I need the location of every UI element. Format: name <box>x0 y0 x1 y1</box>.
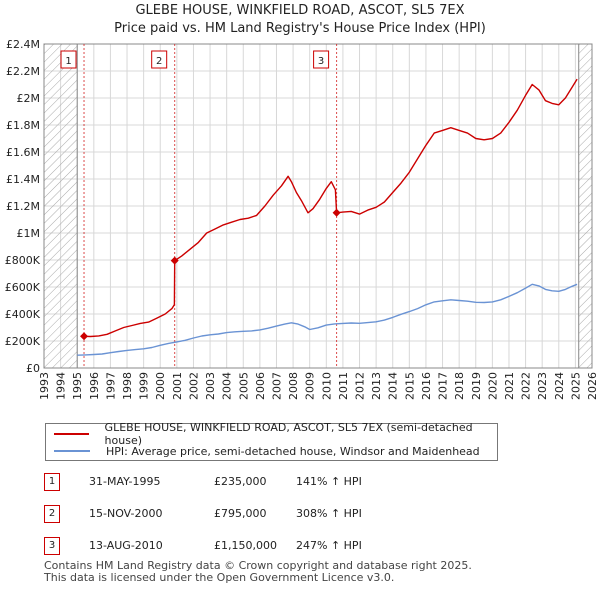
price-chart: £0 £200K £400K £600K £800K £1M £1.2M £1.4M £1.6M… <box>5 38 599 400</box>
table-row: 3 13-AUG-2010 £1,150,000 247% ↑ HPI <box>44 537 464 555</box>
sale-number-label: 3 <box>318 56 324 67</box>
sale-date: 15-NOV-2000 <box>89 507 163 520</box>
table-row: 2 15-NOV-2000 £795,000 308% ↑ HPI <box>44 505 464 523</box>
hatched-region <box>578 44 592 368</box>
table-row: 1 31-MAY-1995 £235,000 141% ↑ HPI <box>44 473 464 491</box>
sale-number-badge: 3 <box>44 537 60 555</box>
x-tick-label: 2013 <box>370 372 383 400</box>
title-line-2: Price paid vs. HM Land Registry's House … <box>114 21 486 36</box>
x-tick-label: 2024 <box>553 372 566 400</box>
sale-point <box>170 256 179 265</box>
x-tick-label: 2014 <box>387 372 400 400</box>
y-tick-label: £2.2M <box>6 65 40 78</box>
sale-number-label: 2 <box>156 56 162 67</box>
x-tick-label: 2025 <box>569 372 582 400</box>
x-tick-label: 2006 <box>254 372 267 400</box>
x-tick-label: 1993 <box>38 372 51 400</box>
y-tick-label: £2.4M <box>6 38 40 51</box>
x-tick-label: 2019 <box>470 372 483 400</box>
x-tick-label: 1999 <box>138 372 151 400</box>
footer-line-1: Contains HM Land Registry data © Crown c… <box>44 559 472 572</box>
x-tick-label: 1996 <box>88 372 101 400</box>
sale-hpi-change: 247% ↑ HPI <box>296 539 362 552</box>
attribution-footer: Contains HM Land Registry data © Crown c… <box>44 560 472 584</box>
x-tick-label: 2020 <box>486 372 499 400</box>
sale-date: 13-AUG-2010 <box>89 539 163 552</box>
x-tick-label: 2021 <box>503 372 516 400</box>
x-tick-label: 2022 <box>520 372 533 400</box>
sale-date: 31-MAY-1995 <box>89 475 161 488</box>
x-tick-label: 2011 <box>337 372 350 400</box>
y-tick-label: £2M <box>17 92 41 105</box>
x-tick-label: 2000 <box>154 372 167 400</box>
legend-red-line-icon <box>54 433 89 435</box>
y-tick-label: £1.2M <box>6 200 40 213</box>
x-tick-label: 2012 <box>354 372 367 400</box>
x-tick-label: 2007 <box>270 372 283 400</box>
sale-number-box <box>60 50 77 69</box>
property-price-line <box>83 78 578 338</box>
x-tick-label: 2003 <box>204 372 217 400</box>
y-tick-label: £1.6M <box>6 146 40 159</box>
legend-hpi-label: HPI: Average price, semi-detached house,… <box>106 444 480 458</box>
sale-number-label: 1 <box>65 56 71 67</box>
y-tick-label: £600K <box>5 281 41 294</box>
y-tick-label: £800K <box>5 254 41 267</box>
x-tick-label: 2004 <box>221 372 234 400</box>
y-tick-label: £1.8M <box>6 119 40 132</box>
sale-hpi-change: 141% ↑ HPI <box>296 475 362 488</box>
plot-border <box>43 43 593 369</box>
y-tick-label: £1.4M <box>6 173 40 186</box>
x-tick-label: 2016 <box>420 372 433 400</box>
y-tick-label: £200K <box>5 335 41 348</box>
x-tick-label: 2009 <box>304 372 317 400</box>
x-tick-label: 1994 <box>55 372 68 400</box>
y-tick-label: £400K <box>5 308 41 321</box>
chart-legend: GLEBE HOUSE, WINKFIELD ROAD, ASCOT, SL5 … <box>45 421 498 461</box>
sale-point <box>80 332 89 341</box>
x-tick-label: 2026 <box>586 372 599 400</box>
chart-title: GLEBE HOUSE, WINKFIELD ROAD, ASCOT, SL5 … <box>0 2 600 38</box>
x-tick-label: 2015 <box>403 372 416 400</box>
legend-property-label: GLEBE HOUSE, WINKFIELD ROAD, ASCOT, SL5 … <box>104 421 473 447</box>
footer-line-2: This data is licensed under the Open Gov… <box>44 571 395 584</box>
x-tick-label: 2001 <box>171 372 184 400</box>
sale-price: £235,000 <box>214 475 267 488</box>
x-tick-label: 1995 <box>71 372 84 400</box>
x-tick-label: 1998 <box>121 372 134 400</box>
sale-number-box <box>151 50 168 69</box>
sale-number-badge: 2 <box>44 505 60 523</box>
legend-item-property: GLEBE HOUSE, WINKFIELD ROAD, ASCOT, SL5 … <box>54 421 497 447</box>
x-tick-label: 2005 <box>237 372 250 400</box>
legend-item-hpi: HPI: Average price, semi-detached house,… <box>54 443 480 459</box>
x-tick-label: 2018 <box>453 372 466 400</box>
sale-hpi-change: 308% ↑ HPI <box>296 507 362 520</box>
title-line-1: GLEBE HOUSE, WINKFIELD ROAD, ASCOT, SL5 … <box>135 3 465 18</box>
y-tick-label: £1M <box>17 227 41 240</box>
x-tick-label: 1997 <box>104 372 117 400</box>
sale-price: £795,000 <box>214 507 267 520</box>
x-tick-label: 2010 <box>320 372 333 400</box>
x-tick-label: 2017 <box>437 372 450 400</box>
hpi-line <box>77 283 578 356</box>
x-tick-label: 2008 <box>287 372 300 400</box>
x-tick-label: 2023 <box>536 372 549 400</box>
y-tick-label: £0 <box>26 362 40 375</box>
sale-price: £1,150,000 <box>214 539 277 552</box>
sale-number-box <box>313 50 330 69</box>
sale-point <box>332 208 341 217</box>
sale-number-badge: 1 <box>44 473 60 491</box>
hatched-region <box>44 44 78 368</box>
legend-blue-line-icon <box>54 450 90 452</box>
x-tick-label: 2002 <box>187 372 200 400</box>
